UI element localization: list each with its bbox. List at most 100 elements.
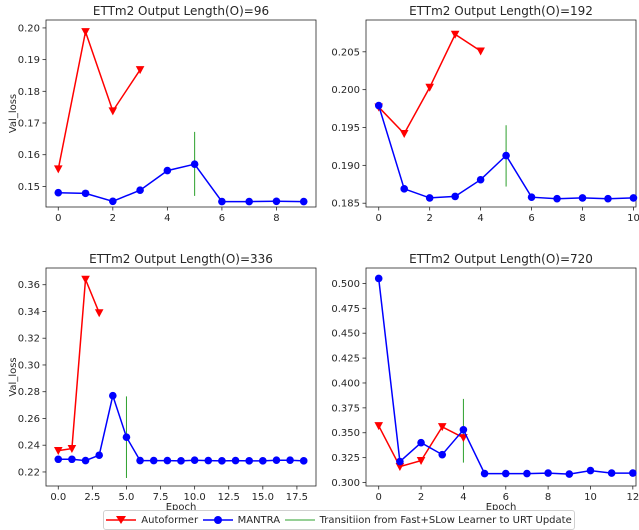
x-tick-label: 10 xyxy=(627,213,639,224)
x-tick-label: 2.5 xyxy=(84,492,100,503)
x-tick-label: 6 xyxy=(528,213,534,224)
y-tick-label: 0.350 xyxy=(331,428,360,439)
data-point-mantra xyxy=(177,457,185,465)
data-point-autoformer xyxy=(395,462,405,471)
x-tick-label: 5.0 xyxy=(119,492,135,503)
data-point-autoformer xyxy=(416,457,426,466)
y-tick-label: 0.205 xyxy=(331,47,360,58)
y-tick-label: 0.475 xyxy=(331,304,360,315)
y-axis-label: Val_loss xyxy=(8,357,19,396)
legend-autoformer-label: Autoformer xyxy=(141,514,199,526)
data-point-mantra xyxy=(451,192,459,201)
data-point-mantra xyxy=(374,274,383,283)
data-point-mantra xyxy=(459,425,468,434)
x-tick-label: 0 xyxy=(376,213,382,224)
y-tick-label: 0.36 xyxy=(18,280,40,291)
data-point-mantra xyxy=(95,451,103,460)
data-point-autoformer xyxy=(108,107,118,116)
x-axis-label: Epoch xyxy=(166,502,197,510)
y-tick-label: 0.425 xyxy=(331,354,360,365)
data-point-mantra xyxy=(374,101,383,110)
data-point-mantra xyxy=(163,456,172,465)
data-point-mantra xyxy=(476,175,485,184)
legend-transition-label: Transitiion from Fast+SLow Learner to UR… xyxy=(319,514,572,526)
data-point-mantra xyxy=(231,456,240,465)
y-tick-label: 0.400 xyxy=(331,378,360,389)
data-point-autoformer xyxy=(476,47,485,56)
data-point-mantra xyxy=(425,194,434,202)
data-point-mantra xyxy=(400,185,409,193)
data-point-autoformer xyxy=(53,165,63,174)
y-tick-label: 0.28 xyxy=(18,387,40,398)
data-point-mantra xyxy=(81,456,90,465)
y-tick-label: 0.200 xyxy=(331,85,360,96)
x-tick-label: 8 xyxy=(273,213,279,224)
data-point-autoformer xyxy=(374,422,384,431)
legend-mantra-label: MANTRA xyxy=(237,514,281,526)
legend-item-transition: Transitiion from Fast+SLow Learner to UR… xyxy=(284,514,572,526)
data-point-mantra xyxy=(417,438,425,447)
series-line-autoformer xyxy=(58,279,100,452)
plot-frame xyxy=(365,267,637,487)
y-tick-label: 0.30 xyxy=(18,360,40,371)
data-point-mantra xyxy=(299,197,308,206)
y-tick-label: 0.195 xyxy=(331,123,360,134)
data-point-mantra xyxy=(109,197,117,206)
data-point-mantra xyxy=(136,186,144,195)
data-point-mantra xyxy=(190,456,199,464)
y-tick-label: 0.24 xyxy=(18,441,40,452)
data-point-mantra xyxy=(259,457,267,465)
data-point-mantra xyxy=(502,151,510,160)
data-point-autoformer xyxy=(135,66,145,75)
data-point-mantra xyxy=(190,160,199,169)
data-point-autoformer xyxy=(81,28,90,37)
y-tick-label: 0.16 xyxy=(18,150,40,161)
data-point-mantra xyxy=(629,469,637,477)
plot-frame xyxy=(45,267,317,487)
y-tick-label: 0.500 xyxy=(331,279,360,290)
chart-title: ETTm2 Output Length(O)=336 xyxy=(89,252,273,266)
data-point-mantra xyxy=(438,450,447,459)
y-tick-label: 0.185 xyxy=(331,199,360,210)
data-point-mantra xyxy=(245,457,253,465)
chart-title: ETTm2 Output Length(O)=720 xyxy=(409,252,593,266)
chart-panel-1: ETTm2 Output Length(O)=96 0 2 4 6 8 0.15 0.16 0.… xyxy=(8,4,317,224)
chart-title: ETTm2 Output Length(O)=96 xyxy=(93,4,269,18)
x-tick-label: 0.0 xyxy=(50,492,66,503)
x-tick-label: 4 xyxy=(164,213,170,224)
data-point-mantra xyxy=(272,456,281,464)
data-point-mantra xyxy=(480,469,489,478)
data-point-mantra xyxy=(54,455,63,464)
series-line-mantra xyxy=(58,163,304,203)
chart-panel-3: ETTm2 Output Length(O)=336 0.0 2.5 5.0 7.5 10… xyxy=(8,252,317,513)
data-point-autoformer xyxy=(459,434,468,443)
data-point-mantra xyxy=(565,470,574,478)
y-tick-label: 0.15 xyxy=(18,182,40,193)
legend-transition-swatch xyxy=(284,519,315,521)
x-tick-label: 12.5 xyxy=(218,492,240,503)
x-tick-label: 0 xyxy=(376,492,382,503)
chart-title: ETTm2 Output Length(O)=192 xyxy=(409,4,593,18)
x-tick-label: 6 xyxy=(503,492,509,503)
y-tick-label: 0.375 xyxy=(331,403,360,414)
x-axis-label: Epoch xyxy=(486,502,517,510)
data-point-mantra xyxy=(299,457,308,465)
y-tick-label: 0.19 xyxy=(18,55,40,66)
data-point-mantra xyxy=(218,457,226,465)
x-tick-label: 2 xyxy=(426,213,432,224)
x-tick-label: 7.5 xyxy=(153,492,169,503)
data-point-mantra xyxy=(604,194,612,203)
data-point-mantra xyxy=(81,189,90,198)
x-tick-label: 2 xyxy=(110,213,116,224)
data-point-mantra xyxy=(149,456,158,465)
chart-panel-4: ETTm2 Output Length(O)=720 0 2 4 6 8 10 12 0.300… xyxy=(331,252,639,513)
data-point-mantra xyxy=(122,433,131,441)
data-point-mantra xyxy=(54,188,63,197)
x-tick-label: 4 xyxy=(477,213,483,224)
chart-canvas: ETTm2 Output Length(O)=96 0 2 4 6 8 0.15 0.16 0.… xyxy=(8,4,639,513)
x-tick-label: 10 xyxy=(584,492,597,503)
data-point-autoformer xyxy=(425,83,434,92)
data-point-mantra xyxy=(286,456,294,464)
data-point-mantra xyxy=(109,391,117,400)
y-axis-label: Val_loss xyxy=(8,94,19,133)
